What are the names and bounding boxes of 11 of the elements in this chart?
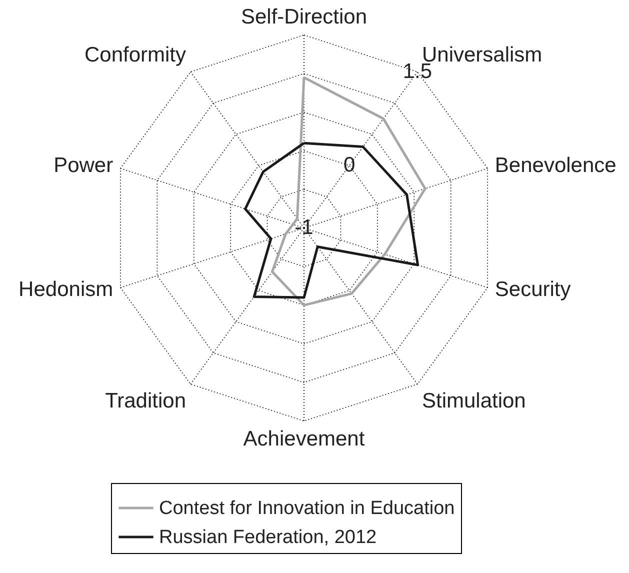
spoke-label: Power (54, 154, 114, 177)
legend-label: Russian Federation, 2012 (159, 527, 377, 548)
spoke-label: Conformity (84, 44, 187, 67)
spoke-label: Self-Direction (240, 5, 368, 28)
spoke-label: Benevolence (494, 154, 616, 177)
spoke-label: Security (494, 278, 572, 302)
legend-label: Contest for Innovation in Education (159, 498, 455, 519)
spoke-label: Hedonism (18, 278, 114, 302)
spoke-label: Achievement (243, 428, 365, 451)
spoke-label: Tradition (105, 389, 186, 412)
spoke-label: Stimulation (422, 389, 526, 412)
